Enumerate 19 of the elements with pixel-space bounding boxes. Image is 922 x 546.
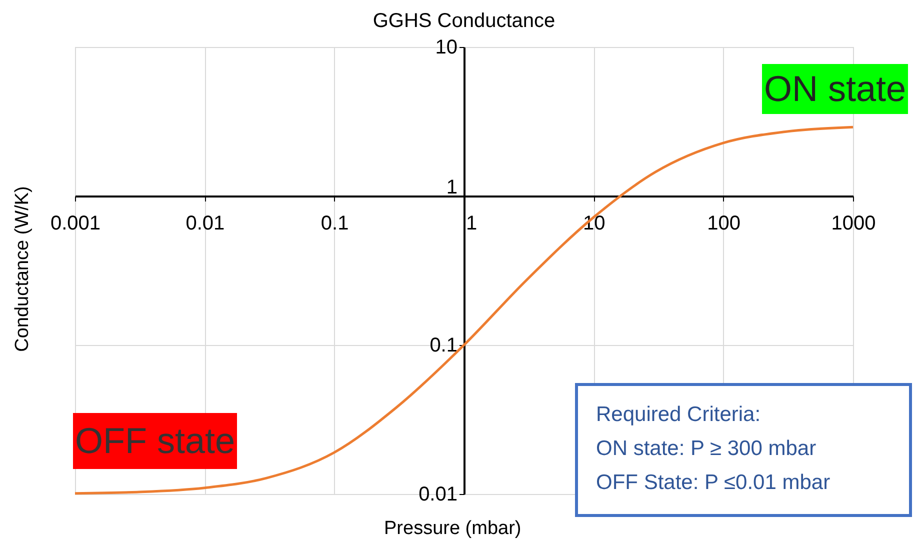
annotation: Required Criteria: — [596, 402, 762, 428]
x-tick-label: 0.1 — [320, 212, 349, 234]
x-tick-label: 1 — [466, 212, 478, 234]
y-tick-label: 0.1 — [430, 334, 458, 356]
x-tick-label: 100 — [707, 212, 741, 234]
annotation: ON state: P ≥ 300 mbar — [596, 436, 818, 462]
x-tick-label: 1000 — [831, 212, 876, 234]
y-axis-title: Conductance (W/K) — [12, 185, 34, 354]
y-tick-label: 10 — [435, 36, 458, 58]
x-tick-label: 0.001 — [50, 212, 101, 234]
annotation: OFF State: P ≤0.01 mbar — [596, 470, 832, 496]
annotation: OFF state — [73, 413, 238, 469]
criteria-text-box: Required Criteria: ON state: P ≥ 300 mbar OFF State: P ≤0.01 mbar — [575, 383, 912, 517]
y-tick-label: 1 — [446, 176, 458, 198]
y-tick-label: 0.01 — [418, 484, 458, 506]
x-tick-label: 0.01 — [186, 212, 225, 234]
annotation: ON state — [762, 64, 908, 114]
x-axis-title: Pressure (mbar) — [384, 518, 522, 540]
chart-title: GGHS Conductance — [372, 10, 556, 32]
